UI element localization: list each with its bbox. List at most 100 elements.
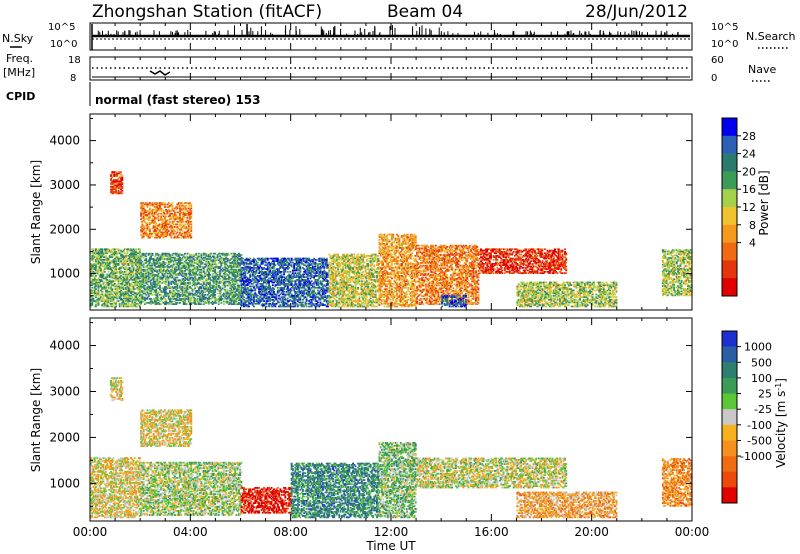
heatmap-cell: [347, 257, 349, 260]
heatmap-cell: [318, 298, 321, 301]
heatmap-cell: [230, 286, 233, 288]
heatmap-cell: [322, 277, 324, 280]
heatmap-cell: [181, 282, 184, 284]
heatmap-cell: [308, 290, 311, 293]
heatmap-cell: [185, 286, 188, 288]
heatmap-cell: [112, 253, 115, 256]
heatmap-cell: [332, 286, 334, 289]
heatmap-cell: [126, 297, 129, 300]
heatmap-cell: [100, 284, 102, 286]
heatmap-cell: [116, 264, 119, 266]
heatmap-cell: [151, 274, 154, 276]
heatmap-cell: [130, 292, 132, 294]
heatmap-cell: [125, 277, 127, 280]
heatmap-cell: [152, 279, 155, 282]
heatmap-cell: [335, 264, 338, 266]
heatmap-cell: [248, 289, 250, 292]
heatmap-cell: [240, 261, 243, 264]
heatmap-cell: [142, 290, 145, 292]
heatmap-cell: [138, 301, 141, 304]
heatmap-cell: [254, 259, 257, 261]
heatmap-cell: [350, 257, 353, 260]
heatmap-cell: [246, 290, 249, 293]
heatmap-cell: [345, 297, 348, 300]
heatmap-cell: [128, 284, 131, 286]
heatmap-cell: [207, 267, 210, 270]
heatmap-cell: [121, 280, 124, 282]
heatmap-cell: [241, 292, 244, 294]
heatmap-cell: [264, 285, 267, 288]
heatmap-cell: [100, 257, 102, 260]
heatmap-cell: [225, 256, 228, 259]
heatmap-cell: [179, 298, 181, 300]
heatmap-cell: [117, 263, 120, 265]
heatmap-cell: [174, 292, 176, 295]
heatmap-cell: [204, 263, 206, 266]
heatmap-cell: [313, 265, 316, 268]
heatmap-cell: [120, 294, 122, 297]
heatmap-cell: [105, 284, 107, 286]
heatmap-cell: [261, 260, 264, 262]
heatmap-cell: [132, 302, 135, 305]
heatmap-cell: [250, 280, 253, 282]
heatmap-cell: [315, 302, 318, 305]
heatmap-cell: [279, 293, 282, 296]
heatmap-cell: [333, 261, 336, 264]
heatmap-cell: [182, 288, 185, 291]
heatmap-cell: [324, 273, 327, 276]
heatmap-cell: [171, 256, 174, 259]
heatmap-cell: [310, 273, 313, 276]
heatmap-cell: [142, 279, 145, 282]
heatmap-cell: [122, 296, 125, 298]
heatmap-cell: [228, 254, 230, 256]
heatmap-cell: [322, 265, 324, 268]
heatmap-cell: [315, 304, 318, 306]
heatmap-cell: [214, 278, 217, 280]
heatmap-cell: [136, 281, 139, 284]
heatmap-cell: [310, 264, 313, 266]
heatmap-cell: [332, 268, 334, 270]
heatmap-cell: [121, 284, 124, 286]
heatmap-cell: [127, 301, 130, 304]
heatmap-cell: [175, 266, 178, 268]
heatmap-cell: [127, 289, 130, 292]
heatmap-cell: [184, 276, 186, 279]
heatmap-cell: [210, 252, 213, 255]
heatmap-cell: [259, 290, 262, 293]
heatmap-cell: [143, 303, 146, 305]
heatmap-cell: [231, 278, 234, 280]
heatmap-cell: [174, 256, 176, 259]
heatmap-cell: [146, 286, 149, 288]
heatmap-cell: [320, 281, 323, 284]
heatmap-cell: [156, 258, 159, 260]
heatmap-cell: [296, 305, 299, 308]
heatmap-cell: [169, 287, 171, 290]
heatmap-cell: [95, 285, 97, 288]
heatmap-cell: [328, 294, 331, 297]
heatmap-cell: [201, 278, 204, 280]
heatmap-cell: [337, 269, 339, 272]
heatmap-cell: [322, 286, 324, 289]
heatmap-cell: [268, 285, 270, 288]
heatmap-cell: [190, 264, 193, 267]
heatmap-cell: [128, 288, 131, 290]
heatmap-cell: [320, 264, 323, 266]
heatmap-cell: [308, 275, 311, 277]
heatmap-cell: [245, 281, 248, 284]
heatmap-cell: [128, 260, 131, 262]
heatmap-cell: [212, 259, 215, 262]
heatmap-cell: [271, 284, 274, 286]
heatmap-cell: [342, 280, 344, 282]
heatmap-cell: [155, 270, 158, 272]
heatmap-cell: [220, 291, 223, 294]
heatmap-cell: [274, 296, 277, 298]
heatmap-cell: [281, 265, 284, 268]
heatmap-cell: [137, 302, 140, 305]
heatmap-cell: [264, 297, 267, 300]
heatmap-cell: [190, 298, 193, 300]
heatmap-cell: [189, 256, 191, 259]
heatmap-cell: [233, 255, 235, 258]
heatmap-cell: [246, 269, 249, 272]
heatmap-cell: [113, 288, 116, 290]
heatmap-cell: [148, 267, 151, 270]
